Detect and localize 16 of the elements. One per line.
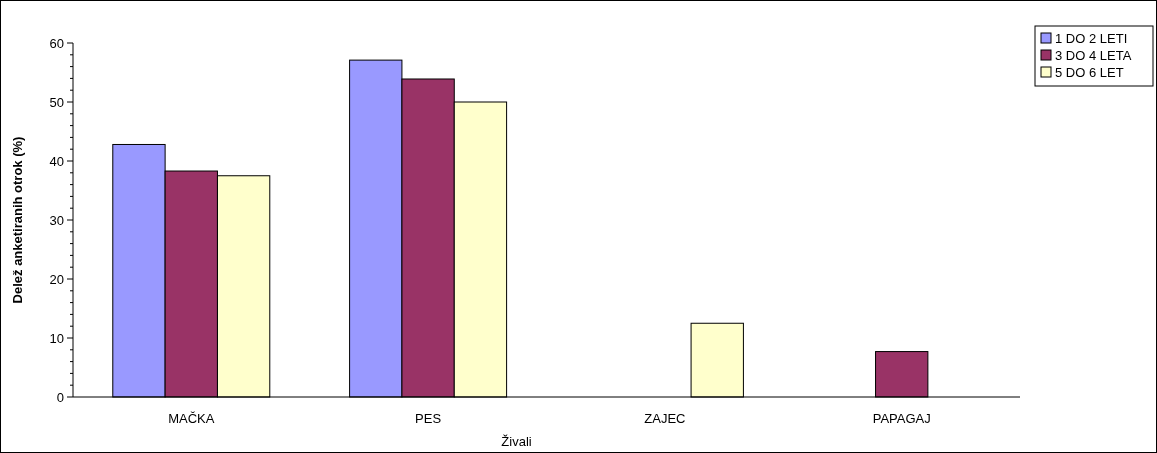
y-tick-label: 50: [49, 94, 64, 110]
legend-label: 5 DO 6 LET: [1055, 64, 1124, 80]
y-tick-label: 40: [49, 153, 64, 169]
y-tick-label: 60: [49, 35, 64, 51]
legend-label: 3 DO 4 LETA: [1055, 47, 1132, 63]
y-tick-label: 10: [49, 330, 64, 346]
x-tick-label: ZAJEC: [644, 411, 686, 426]
x-tick-label: MAČKA: [168, 411, 215, 426]
y-axis-title: Delež anketiranih otrok (%): [10, 136, 25, 304]
y-tick-label: 20: [49, 271, 64, 287]
x-axis-title: Živali: [501, 434, 532, 449]
y-tick-label: 0: [56, 389, 64, 405]
x-tick-label: PAPAGAJ: [872, 411, 931, 426]
x-tick-label: PES: [415, 411, 442, 426]
y-tick-label: 30: [49, 212, 64, 228]
legend-label: 1 DO 2 LETI: [1055, 30, 1128, 46]
